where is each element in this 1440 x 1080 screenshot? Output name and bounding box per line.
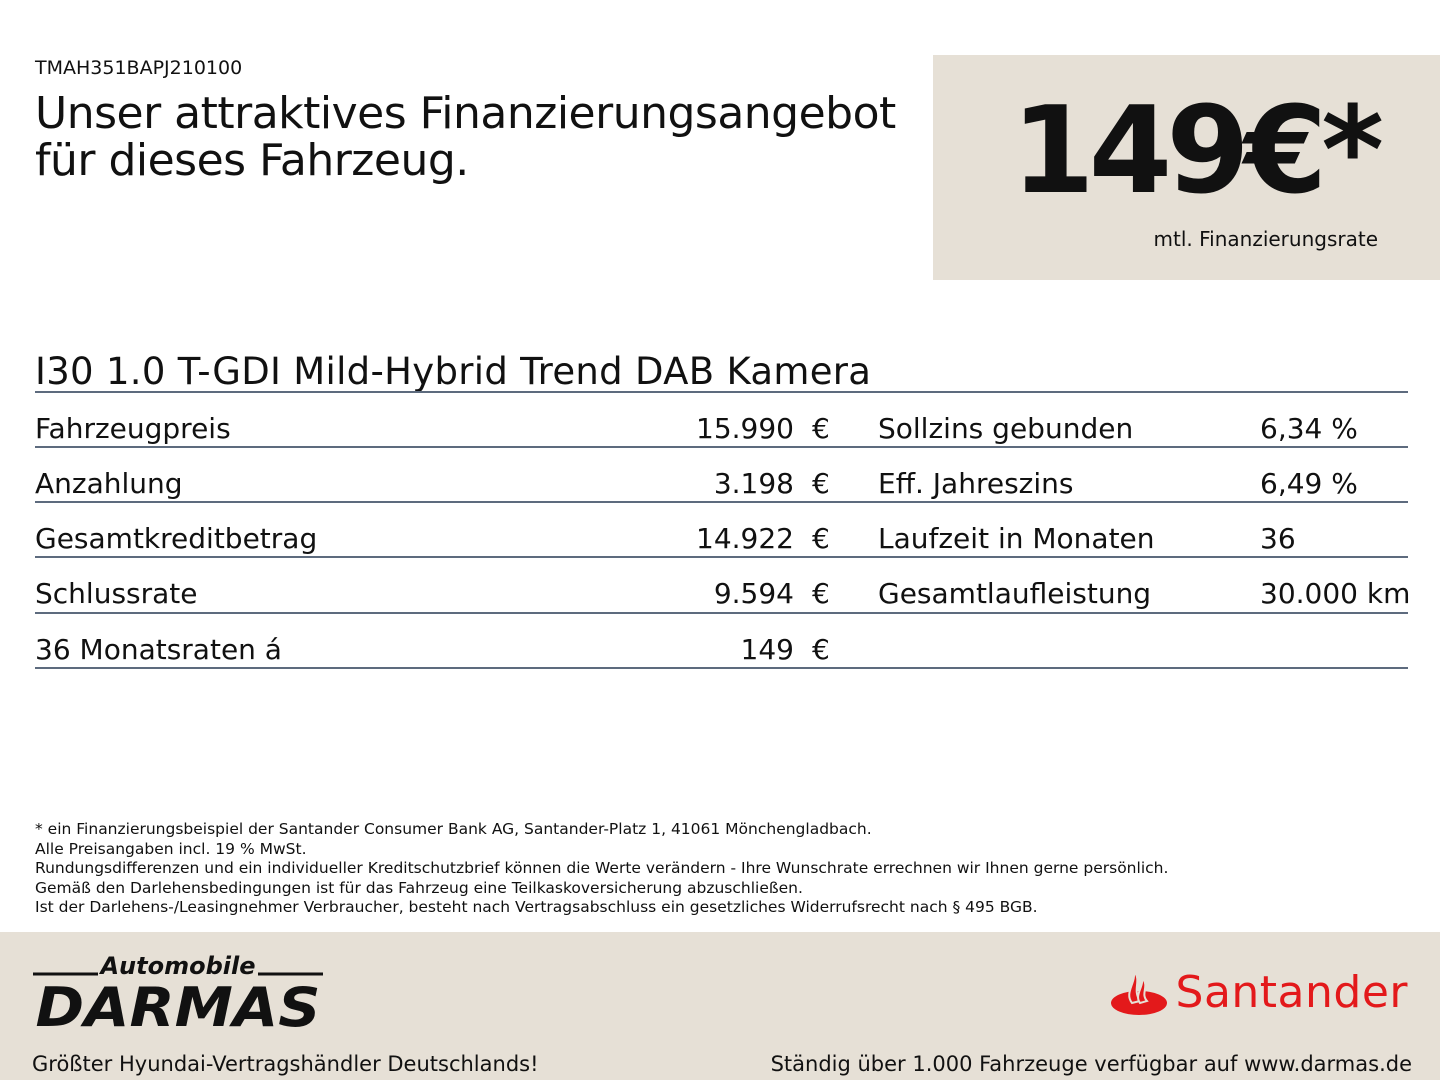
footer-website-text: Ständig über 1.000 Fahrzeuge verfügbar a… [770, 1052, 1412, 1076]
row-label: Gesamtlaufleistung [878, 577, 1152, 610]
row-value: 149 [740, 633, 794, 666]
row-label: Anzahlung [35, 467, 183, 500]
row-rule [35, 667, 1408, 669]
darmas-logo: Automobile DARMAS [33, 952, 323, 1032]
row-unit: € [812, 577, 830, 610]
row-value: 14.922 [696, 522, 794, 555]
row-rule [35, 501, 1408, 503]
dealer-tagline: Größter Hyundai-Vertragshändler Deutschl… [32, 1052, 539, 1076]
row-value: 15.990 [696, 412, 794, 445]
footnote: * ein Finanzierungsbeispiel der Santande… [35, 820, 872, 838]
headline-line-1: Unser attraktives Finanzierungsangebot [35, 88, 896, 139]
row-label: Eff. Jahreszins [878, 467, 1074, 500]
row-rule [35, 556, 1408, 558]
footnote: Ist der Darlehens-/Leasingnehmer Verbrau… [35, 898, 1038, 916]
model-title: I30 1.0 T-GDI Mild-Hybrid Trend DAB Kame… [35, 350, 872, 393]
row-rule [35, 446, 1408, 448]
row-label: Fahrzeugpreis [35, 412, 231, 445]
row-value: 6,49 % [1260, 467, 1358, 500]
logo-automobile: Automobile [98, 952, 255, 980]
footnote: Rundungsdifferenzen und ein individuelle… [35, 859, 1169, 877]
row-label: 36 Monatsraten á [35, 633, 282, 666]
row-unit: € [812, 633, 830, 666]
row-value: 30.000 km [1260, 577, 1411, 610]
row-value: 36 [1260, 522, 1296, 555]
footer: Automobile DARMAS Größter Hyundai-Vertra… [0, 932, 1440, 1080]
headline: Unser attraktives Finanzierungsangebot f… [35, 90, 896, 184]
row-value: 6,34 % [1260, 412, 1358, 445]
row-label: Schlussrate [35, 577, 198, 610]
title-rule [35, 391, 1408, 393]
row-rule [35, 612, 1408, 614]
vehicle-code: TMAH351BAPJ210100 [35, 57, 243, 79]
row-unit: € [812, 522, 830, 555]
footnotes: * ein Finanzierungsbeispiel der Santande… [35, 820, 1168, 918]
row-label: Sollzins gebunden [878, 412, 1134, 445]
footnote: Alle Preisangaben incl. 19 % MwSt. [35, 839, 307, 858]
row-label: Gesamtkreditbetrag [35, 522, 318, 555]
price-box: 149€* mtl. Finanzierungsrate [933, 55, 1440, 280]
footnote: Gemäß den Darlehensbedingungen ist für d… [35, 878, 803, 897]
row-value: 9.594 [713, 577, 794, 610]
row-unit: € [812, 412, 830, 445]
logo-darmas: DARMAS [36, 976, 321, 1032]
row-value: 3.198 [713, 467, 794, 500]
santander-logo: Santander [1110, 962, 1408, 1022]
monthly-price-label: mtl. Finanzierungsrate [1153, 227, 1378, 251]
headline-line-2: für dieses Fahrzeug. [35, 135, 469, 186]
santander-wordmark: Santander [1175, 966, 1408, 1018]
monthly-price: 149€* [1011, 82, 1384, 221]
santander-flame-icon [1110, 967, 1167, 1015]
row-unit: € [812, 467, 830, 500]
row-label: Laufzeit in Monaten [878, 522, 1155, 555]
